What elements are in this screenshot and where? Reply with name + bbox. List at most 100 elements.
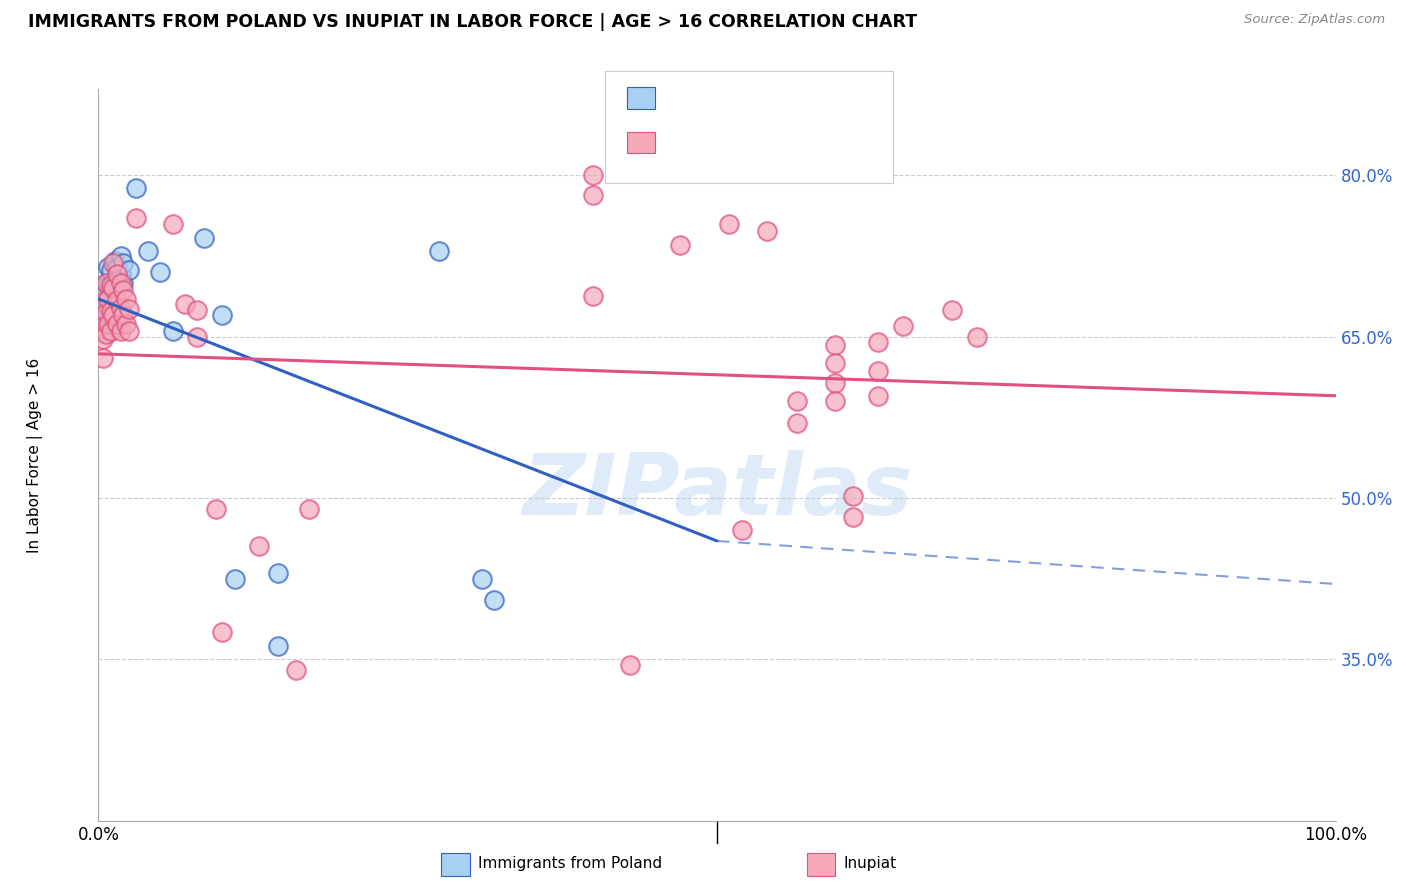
Point [94, 327, 117, 342]
Point [124, 181, 146, 195]
Point [824, 338, 846, 352]
Point [91, 318, 114, 333]
Point [97, 300, 120, 314]
Point [114, 317, 136, 331]
Point [110, 249, 132, 263]
Point [103, 281, 125, 295]
Text: Inupiat: Inupiat [844, 856, 897, 871]
Point [824, 376, 846, 390]
Point [866, 334, 889, 349]
Point [136, 244, 159, 258]
Point [112, 276, 135, 290]
Text: N =: N = [772, 89, 821, 107]
Point [755, 224, 778, 238]
Point [186, 302, 208, 317]
Point [103, 256, 125, 270]
Point [114, 292, 136, 306]
Text: N =: N = [772, 134, 821, 152]
Text: R =: R = [665, 134, 703, 152]
Point [100, 277, 122, 292]
Point [97, 292, 120, 306]
Point [110, 267, 132, 281]
Point [162, 324, 184, 338]
Point [94, 323, 117, 337]
Point [105, 267, 128, 281]
Point [211, 625, 233, 640]
Point [110, 324, 132, 338]
Point [93, 302, 115, 317]
Point [94, 310, 117, 325]
Point [94, 276, 117, 290]
Point [100, 281, 122, 295]
Point [718, 217, 741, 231]
Point [162, 217, 184, 231]
Point [110, 276, 132, 290]
Point [193, 230, 215, 244]
Point [118, 263, 141, 277]
Point [100, 324, 122, 338]
Point [582, 168, 605, 182]
Point [94, 276, 117, 290]
Point [842, 489, 865, 503]
Point [97, 277, 120, 292]
Point [285, 663, 308, 677]
Point [97, 317, 120, 331]
Point [211, 308, 233, 322]
Point [94, 295, 117, 310]
Point [93, 332, 115, 346]
Point [471, 572, 494, 586]
Point [124, 211, 146, 226]
Point [100, 300, 122, 314]
Point [842, 510, 865, 524]
Point [966, 329, 988, 343]
Point [110, 301, 132, 315]
Point [105, 279, 128, 293]
Point [205, 501, 228, 516]
Point [866, 364, 889, 378]
Point [103, 308, 125, 322]
Point [824, 394, 846, 409]
Point [174, 297, 197, 311]
Y-axis label: In Labor Force | Age > 16: In Labor Force | Age > 16 [27, 358, 42, 552]
Point [186, 329, 208, 343]
Text: Immigrants from Poland: Immigrants from Poland [478, 856, 662, 871]
Point [93, 316, 115, 330]
Point [891, 318, 914, 333]
Point [103, 292, 125, 306]
Point [103, 274, 125, 288]
Point [91, 286, 114, 301]
Point [91, 295, 114, 310]
Point [582, 187, 605, 202]
Text: -0.233: -0.233 [704, 89, 761, 107]
Text: -0.181: -0.181 [704, 134, 766, 152]
Point [267, 566, 290, 581]
Point [105, 293, 128, 307]
Point [112, 308, 135, 322]
Text: R =: R = [665, 89, 703, 107]
Point [619, 657, 641, 672]
Point [669, 238, 692, 252]
Point [484, 593, 506, 607]
Point [224, 572, 246, 586]
Point [786, 416, 808, 430]
Text: 34: 34 [811, 89, 835, 107]
Text: IMMIGRANTS FROM POLAND VS INUPIAT IN LABOR FORCE | AGE > 16 CORRELATION CHART: IMMIGRANTS FROM POLAND VS INUPIAT IN LAB… [28, 13, 917, 31]
Point [866, 389, 889, 403]
Point [149, 265, 172, 279]
Point [427, 244, 450, 258]
Point [247, 539, 270, 553]
Point [731, 523, 754, 537]
Point [941, 302, 963, 317]
Point [112, 256, 135, 270]
Text: 60: 60 [811, 134, 835, 152]
Point [97, 260, 120, 274]
Point [112, 284, 135, 298]
Point [105, 260, 128, 275]
Text: ZIPatlas: ZIPatlas [522, 450, 912, 533]
Point [100, 303, 122, 318]
Point [298, 501, 321, 516]
Point [118, 301, 141, 316]
Point [105, 317, 128, 331]
Point [100, 263, 122, 277]
Point [267, 640, 290, 654]
